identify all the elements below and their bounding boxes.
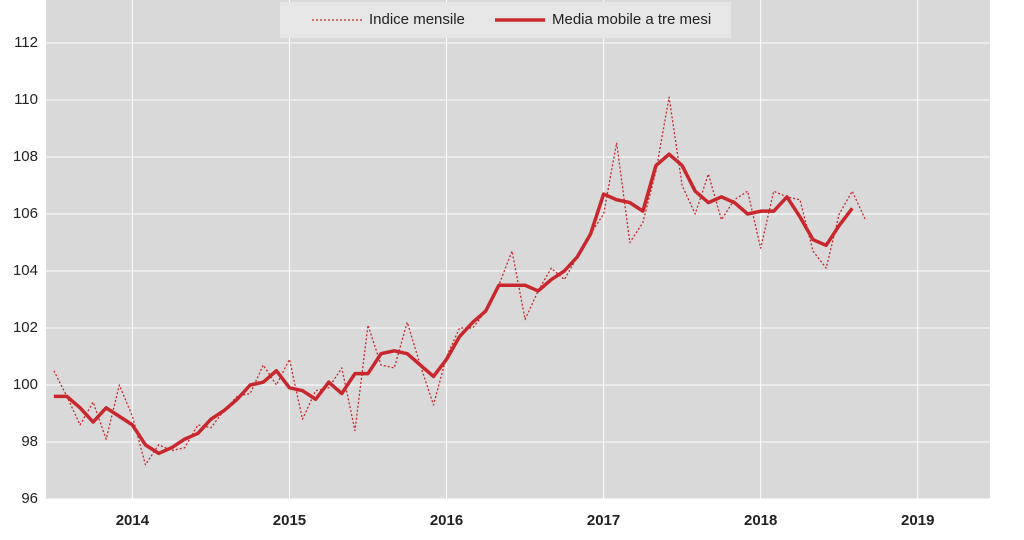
y-tick-label: 112 xyxy=(14,34,38,51)
grid xyxy=(46,0,990,500)
x-tick-label: 2017 xyxy=(587,512,620,529)
y-tick-label: 110 xyxy=(14,91,38,108)
x-tick-label: 2019 xyxy=(901,512,934,529)
y-tick-label: 100 xyxy=(13,376,38,393)
series-line xyxy=(53,96,867,466)
legend-label: Indice mensile xyxy=(369,11,465,28)
y-tick-label: 108 xyxy=(13,148,38,165)
x-tick-label: 2015 xyxy=(273,512,306,529)
y-tick-label: 104 xyxy=(13,262,38,279)
labels: 96 98 100 102 104 106 108 110 112 2014 2015 2016 201… xyxy=(13,34,934,529)
y-tick-label: 96 xyxy=(21,490,38,507)
y-tick-label: 106 xyxy=(13,205,38,222)
lines xyxy=(53,96,867,466)
y-tick-label: 102 xyxy=(13,319,38,336)
series-line xyxy=(53,152,854,456)
x-tick-label: 2018 xyxy=(744,512,777,529)
plot-area xyxy=(46,0,990,499)
x-tick-label: 2014 xyxy=(116,512,150,529)
legend-items: Indice mensile Media mobile a tre mesi xyxy=(312,11,711,28)
x-tick-label: 2016 xyxy=(430,512,463,529)
y-tick-label: 98 xyxy=(21,433,38,450)
legend-label: Media mobile a tre mesi xyxy=(552,11,711,28)
